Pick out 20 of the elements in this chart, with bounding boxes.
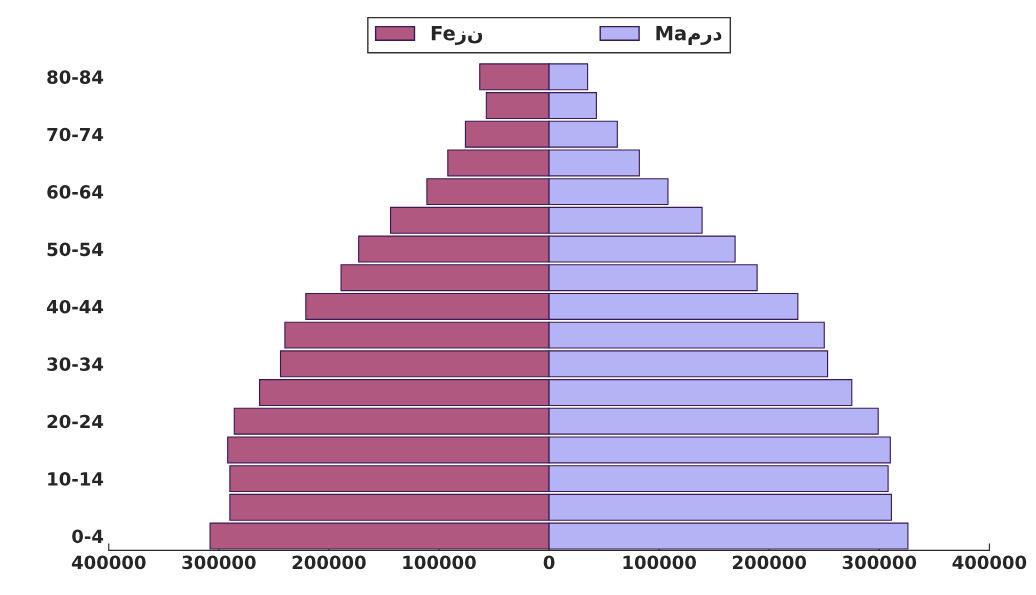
x-tick-label: 300000 bbox=[182, 555, 256, 570]
y-tick-label: 40-44 bbox=[46, 299, 104, 314]
x-tick-label: 0 bbox=[543, 555, 555, 570]
x-tick-label: 200000 bbox=[292, 555, 366, 570]
x-tick-label: 400000 bbox=[71, 555, 146, 570]
x-tick-label: 400000 bbox=[952, 555, 1027, 570]
y-tick-label: 70-74 bbox=[47, 127, 104, 142]
y-tick-label: 60-64 bbox=[47, 185, 104, 199]
y-tick-label: 30-34 bbox=[47, 357, 104, 371]
y-tick-label: 50-54 bbox=[47, 242, 104, 257]
x-tick-label: 100000 bbox=[623, 555, 696, 570]
y-tick-label: 80-84 bbox=[47, 70, 104, 84]
y-tick-label: 0-4 bbox=[72, 529, 104, 544]
legend-label: Feزن bbox=[431, 26, 483, 45]
x-tick-label: 100000 bbox=[403, 555, 476, 570]
y-tick-label: 20-24 bbox=[47, 414, 104, 429]
y-tick-label: 10-14 bbox=[48, 472, 104, 486]
legend-label: Maمرد bbox=[656, 26, 722, 45]
x-tick-label: 300000 bbox=[842, 555, 917, 570]
x-tick-label: 200000 bbox=[732, 555, 807, 570]
